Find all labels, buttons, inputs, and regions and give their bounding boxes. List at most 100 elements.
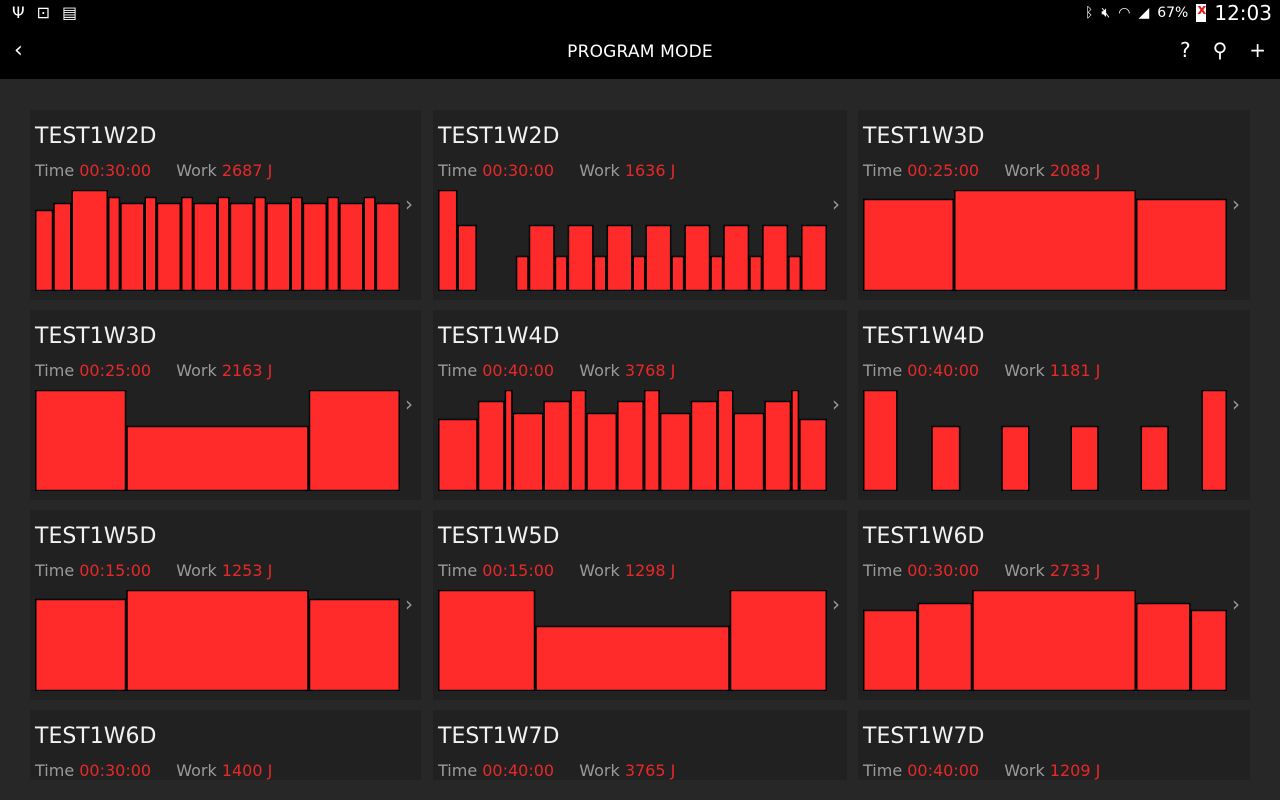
work-label: Work — [1004, 161, 1045, 180]
program-card[interactable]: TEST1W2D Time 00:30:00 Work 1636 J › — [433, 110, 847, 300]
profile-segment — [863, 198, 954, 291]
profile-segment — [917, 602, 973, 691]
profile-segment — [729, 590, 827, 691]
program-card[interactable]: TEST1W6D Time 00:30:00 Work 2733 J › — [858, 510, 1250, 700]
work-label: Work — [176, 161, 217, 180]
program-info: Time 00:25:00 Work 2088 J — [863, 161, 1100, 180]
time-label: Time — [438, 161, 478, 180]
work-label: Work — [579, 761, 620, 780]
chevron-right-icon[interactable]: › — [832, 592, 840, 616]
profile-segment — [586, 412, 618, 491]
profile-segment — [1190, 609, 1227, 691]
profile-segment — [593, 255, 607, 291]
program-name: TEST1W6D — [35, 724, 157, 749]
time-label: Time — [438, 561, 478, 580]
profile-segment — [535, 625, 730, 691]
time-value: 00:40:00 — [482, 361, 555, 380]
profile-segment — [438, 590, 536, 691]
time-value: 00:25:00 — [79, 361, 152, 380]
program-name: TEST1W6D — [863, 524, 985, 549]
time-value: 00:25:00 — [907, 161, 980, 180]
work-value: 2088 J — [1049, 161, 1101, 180]
work-label: Work — [579, 161, 620, 180]
chevron-right-icon[interactable]: › — [405, 392, 413, 416]
work-value: 1636 J — [624, 161, 676, 180]
profile-segment — [528, 224, 555, 291]
program-profile-chart — [438, 390, 827, 491]
profile-segment — [717, 390, 734, 491]
chevron-right-icon[interactable]: › — [832, 192, 840, 216]
program-name: TEST1W2D — [35, 124, 157, 149]
profile-segment — [1136, 198, 1227, 291]
profile-segment — [229, 202, 255, 291]
chevron-right-icon[interactable]: › — [405, 592, 413, 616]
work-label: Work — [1004, 761, 1045, 780]
profile-segment — [217, 196, 230, 291]
profile-segment — [457, 224, 477, 291]
program-card[interactable]: TEST1W4D Time 00:40:00 Work 3768 J › — [433, 310, 847, 500]
profile-segment — [863, 390, 898, 491]
profile-segment — [120, 202, 145, 291]
program-card[interactable]: TEST1W5D Time 00:15:00 Work 1298 J › — [433, 510, 847, 700]
program-name: TEST1W3D — [35, 324, 157, 349]
profile-segment — [1136, 602, 1191, 691]
time-label: Time — [863, 361, 903, 380]
mute-icon: 🔇︎ — [1101, 5, 1111, 21]
chevron-right-icon[interactable]: › — [1232, 392, 1240, 416]
profile-segment — [438, 190, 458, 291]
program-info: Time 00:15:00 Work 1298 J — [438, 561, 675, 580]
chevron-right-icon[interactable]: › — [405, 192, 413, 216]
program-card[interactable]: TEST1W3D Time 00:25:00 Work 2088 J › — [858, 110, 1250, 300]
chevron-right-icon[interactable]: › — [832, 392, 840, 416]
profile-segment — [144, 196, 157, 291]
profile-segment — [931, 425, 961, 491]
program-profile-chart — [863, 390, 1227, 491]
program-profile-chart — [35, 390, 400, 491]
program-info: Time 00:30:00 Work 2733 J — [863, 561, 1100, 580]
chevron-right-icon[interactable]: › — [1232, 192, 1240, 216]
program-card[interactable]: TEST1W7D Time 00:40:00 Work 3765 J — [433, 710, 847, 780]
work-value: 1298 J — [624, 561, 676, 580]
time-value: 00:15:00 — [482, 561, 555, 580]
chevron-right-icon[interactable]: › — [1232, 592, 1240, 616]
program-name: TEST1W7D — [438, 724, 560, 749]
profile-segment — [477, 400, 505, 491]
program-card[interactable]: TEST1W3D Time 00:25:00 Work 2163 J › — [30, 310, 421, 500]
help-icon[interactable]: ? — [1179, 38, 1191, 62]
profile-segment — [53, 202, 72, 291]
cast-icon: ⊡ — [36, 3, 50, 22]
profile-segment — [126, 425, 309, 491]
wifi-icon: ◠ — [1118, 5, 1131, 21]
profile-segment — [570, 390, 587, 491]
program-profile-chart — [863, 190, 1227, 291]
program-card[interactable]: TEST1W5D Time 00:15:00 Work 1253 J › — [30, 510, 421, 700]
profile-segment — [363, 196, 376, 291]
profile-segment — [723, 224, 750, 291]
time-label: Time — [863, 561, 903, 580]
profile-segment — [764, 400, 792, 491]
work-value: 1209 J — [1049, 761, 1101, 780]
program-card[interactable]: TEST1W6D Time 00:30:00 Work 1400 J — [30, 710, 421, 780]
chevron-left-icon[interactable]: ‹ — [14, 38, 23, 63]
add-icon[interactable]: + — [1249, 38, 1266, 62]
work-value: 2687 J — [221, 161, 273, 180]
work-value: 3765 J — [624, 761, 676, 780]
profile-segment — [690, 400, 718, 491]
profile-segment — [1140, 425, 1169, 491]
profile-segment — [554, 255, 568, 291]
program-profile-chart — [35, 190, 400, 291]
search-icon[interactable]: ⚲ — [1212, 38, 1228, 62]
program-card[interactable]: TEST1W2D Time 00:30:00 Work 2687 J › — [30, 110, 421, 300]
time-label: Time — [438, 361, 478, 380]
work-value: 2163 J — [221, 361, 273, 380]
program-card[interactable]: TEST1W4D Time 00:40:00 Work 1181 J › — [858, 310, 1250, 500]
profile-segment — [606, 224, 633, 291]
profile-segment — [181, 196, 194, 291]
profile-segment — [684, 224, 711, 291]
work-label: Work — [1004, 361, 1045, 380]
program-card[interactable]: TEST1W7D Time 00:40:00 Work 1209 J — [858, 710, 1250, 780]
time-value: 00:30:00 — [79, 161, 152, 180]
profile-segment — [308, 390, 400, 491]
work-value: 1181 J — [1049, 361, 1101, 380]
profile-segment — [1070, 425, 1099, 491]
